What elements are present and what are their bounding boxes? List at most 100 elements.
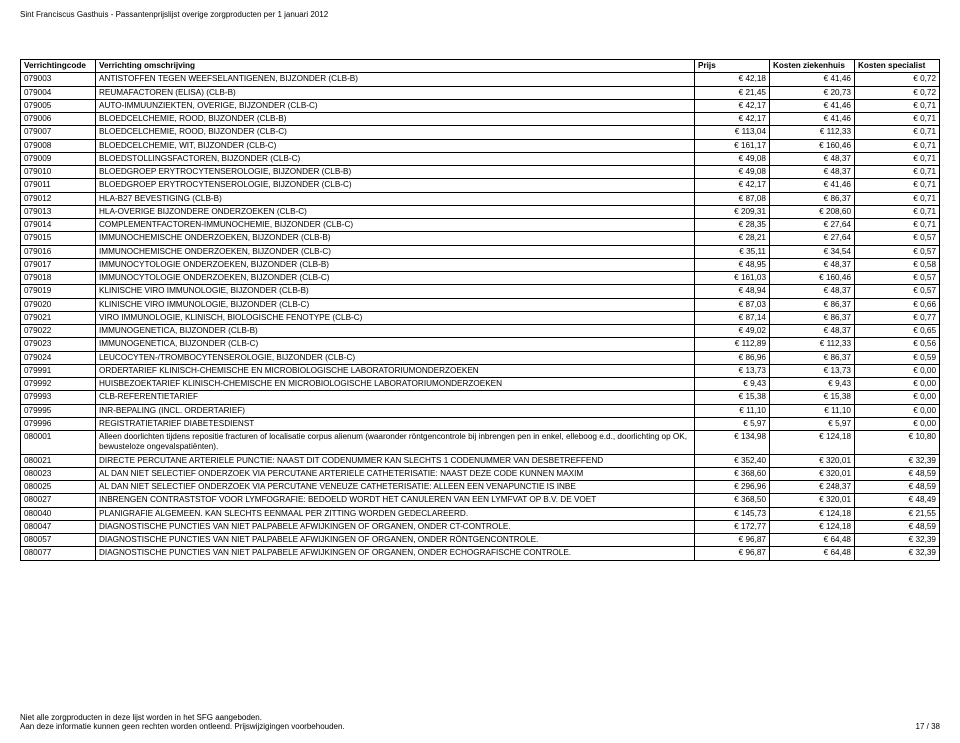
cell-prijs: € 21,45: [695, 86, 770, 99]
cell-kz: € 112,33: [770, 126, 855, 139]
cell-desc: IMMUNOCHEMISCHE ONDERZOEKEN, BIJZONDER (…: [96, 245, 695, 258]
cell-code: 079008: [21, 139, 96, 152]
cell-code: 080021: [21, 454, 96, 467]
cell-kz: € 320,01: [770, 494, 855, 507]
cell-prijs: € 35,11: [695, 245, 770, 258]
cell-desc: AUTO-IMMUUNZIEKTEN, OVERIGE, BIJZONDER (…: [96, 99, 695, 112]
cell-ks: € 0,71: [855, 205, 940, 218]
cell-kz: € 48,37: [770, 166, 855, 179]
cell-desc: COMPLEMENTFACTOREN-IMMUNOCHEMIE, BIJZOND…: [96, 219, 695, 232]
cell-code: 080057: [21, 534, 96, 547]
cell-kz: € 208,60: [770, 205, 855, 218]
cell-prijs: € 42,17: [695, 113, 770, 126]
cell-kz: € 124,18: [770, 507, 855, 520]
cell-ks: € 48,59: [855, 467, 940, 480]
cell-ks: € 0,57: [855, 232, 940, 245]
table-row: 079996REGISTRATIETARIEF DIABETESDIENST€ …: [21, 417, 940, 430]
cell-prijs: € 86,96: [695, 351, 770, 364]
cell-ks: € 48,59: [855, 520, 940, 533]
cell-prijs: € 134,98: [695, 431, 770, 455]
cell-desc: BLOEDCELCHEMIE, ROOD, BIJZONDER (CLB-C): [96, 126, 695, 139]
cell-kz: € 5,97: [770, 417, 855, 430]
cell-desc: CLB-REFERENTIETARIEF: [96, 391, 695, 404]
cell-ks: € 0,72: [855, 86, 940, 99]
table-row: 079007BLOEDCELCHEMIE, ROOD, BIJZONDER (C…: [21, 126, 940, 139]
cell-code: 080025: [21, 481, 96, 494]
table-row: 079013HLA-OVERIGE BIJZONDERE ONDERZOEKEN…: [21, 205, 940, 218]
table-row: 079004REUMAFACTOREN (ELISA) (CLB-B)€ 21,…: [21, 86, 940, 99]
cell-prijs: € 49,08: [695, 152, 770, 165]
cell-code: 080047: [21, 520, 96, 533]
cell-ks: € 0,57: [855, 285, 940, 298]
cell-code: 079005: [21, 99, 96, 112]
cell-code: 079014: [21, 219, 96, 232]
table-row: 079006BLOEDCELCHEMIE, ROOD, BIJZONDER (C…: [21, 113, 940, 126]
table-row: 080027INBRENGEN CONTRASTSTOF VOOR LYMFOG…: [21, 494, 940, 507]
cell-desc: BLOEDCELCHEMIE, ROOD, BIJZONDER (CLB-B): [96, 113, 695, 126]
cell-desc: VIRO IMMUNOLOGIE, KLINISCH, BIOLOGISCHE …: [96, 311, 695, 324]
cell-desc: HLA-B27 BEVESTIGING (CLB-B): [96, 192, 695, 205]
cell-prijs: € 9,43: [695, 378, 770, 391]
cell-prijs: € 48,94: [695, 285, 770, 298]
cell-kz: € 112,33: [770, 338, 855, 351]
cell-desc: HUISBEZOEKTARIEF KLINISCH-CHEMISCHE EN M…: [96, 378, 695, 391]
table-row: 079008BLOEDCELCHEMIE, WIT, BIJZONDER (CL…: [21, 139, 940, 152]
cell-ks: € 0,71: [855, 179, 940, 192]
cell-prijs: € 113,04: [695, 126, 770, 139]
cell-desc: KLINISCHE VIRO IMMUNOLOGIE, BIJZONDER (C…: [96, 285, 695, 298]
cell-kz: € 86,37: [770, 298, 855, 311]
cell-kz: € 160,46: [770, 139, 855, 152]
table-row: 079019KLINISCHE VIRO IMMUNOLOGIE, BIJZON…: [21, 285, 940, 298]
cell-code: 079015: [21, 232, 96, 245]
cell-kz: € 48,37: [770, 152, 855, 165]
cell-desc: REUMAFACTOREN (ELISA) (CLB-B): [96, 86, 695, 99]
cell-ks: € 48,59: [855, 481, 940, 494]
cell-desc: BLOEDGROEP ERYTROCYTENSEROLOGIE, BIJZOND…: [96, 166, 695, 179]
cell-prijs: € 161,17: [695, 139, 770, 152]
cell-code: 080077: [21, 547, 96, 560]
cell-code: 080023: [21, 467, 96, 480]
cell-ks: € 0,00: [855, 364, 940, 377]
col-prijs: Prijs: [695, 60, 770, 73]
cell-kz: € 160,46: [770, 272, 855, 285]
cell-ks: € 0,00: [855, 404, 940, 417]
cell-kz: € 41,46: [770, 99, 855, 112]
cell-desc: IMMUNOCYTOLOGIE ONDERZOEKEN, BIJZONDER (…: [96, 258, 695, 271]
cell-ks: € 0,71: [855, 192, 940, 205]
cell-desc: DIAGNOSTISCHE PUNCTIES VAN NIET PALPABEL…: [96, 520, 695, 533]
table-row: 080057DIAGNOSTISCHE PUNCTIES VAN NIET PA…: [21, 534, 940, 547]
cell-code: 079020: [21, 298, 96, 311]
document-header: Sint Franciscus Gasthuis - Passantenprij…: [20, 10, 940, 19]
table-row: 079005AUTO-IMMUUNZIEKTEN, OVERIGE, BIJZO…: [21, 99, 940, 112]
cell-code: 080001: [21, 431, 96, 455]
table-row: 080047DIAGNOSTISCHE PUNCTIES VAN NIET PA…: [21, 520, 940, 533]
cell-prijs: € 161,03: [695, 272, 770, 285]
table-row: 079022IMMUNOGENETICA, BIJZONDER (CLB-B)€…: [21, 325, 940, 338]
cell-ks: € 0,00: [855, 417, 940, 430]
cell-ks: € 32,39: [855, 534, 940, 547]
cell-desc: INBRENGEN CONTRASTSTOF VOOR LYMFOGRAFIE:…: [96, 494, 695, 507]
cell-ks: € 21,55: [855, 507, 940, 520]
cell-desc: REGISTRATIETARIEF DIABETESDIENST: [96, 417, 695, 430]
cell-ks: € 0,57: [855, 272, 940, 285]
cell-prijs: € 145,73: [695, 507, 770, 520]
cell-kz: € 27,64: [770, 219, 855, 232]
table-row: 079018IMMUNOCYTOLOGIE ONDERZOEKEN, BIJZO…: [21, 272, 940, 285]
cell-kz: € 48,37: [770, 285, 855, 298]
cell-kz: € 41,46: [770, 179, 855, 192]
cell-desc: DIRECTE PERCUTANE ARTERIELE PUNCTIE: NAA…: [96, 454, 695, 467]
table-body: 079003ANTISTOFFEN TEGEN WEEFSELANTIGENEN…: [21, 73, 940, 560]
cell-code: 079012: [21, 192, 96, 205]
table-row: 079016IMMUNOCHEMISCHE ONDERZOEKEN, BIJZO…: [21, 245, 940, 258]
cell-kz: € 20,73: [770, 86, 855, 99]
cell-kz: € 124,18: [770, 431, 855, 455]
cell-code: 079018: [21, 272, 96, 285]
cell-code: 079995: [21, 404, 96, 417]
table-row: 079017IMMUNOCYTOLOGIE ONDERZOEKEN, BIJZO…: [21, 258, 940, 271]
cell-ks: € 32,39: [855, 547, 940, 560]
cell-prijs: € 87,08: [695, 192, 770, 205]
cell-ks: € 0,71: [855, 219, 940, 232]
page-container: Sint Franciscus Gasthuis - Passantenprij…: [0, 0, 960, 743]
cell-ks: € 0,56: [855, 338, 940, 351]
cell-code: 080040: [21, 507, 96, 520]
